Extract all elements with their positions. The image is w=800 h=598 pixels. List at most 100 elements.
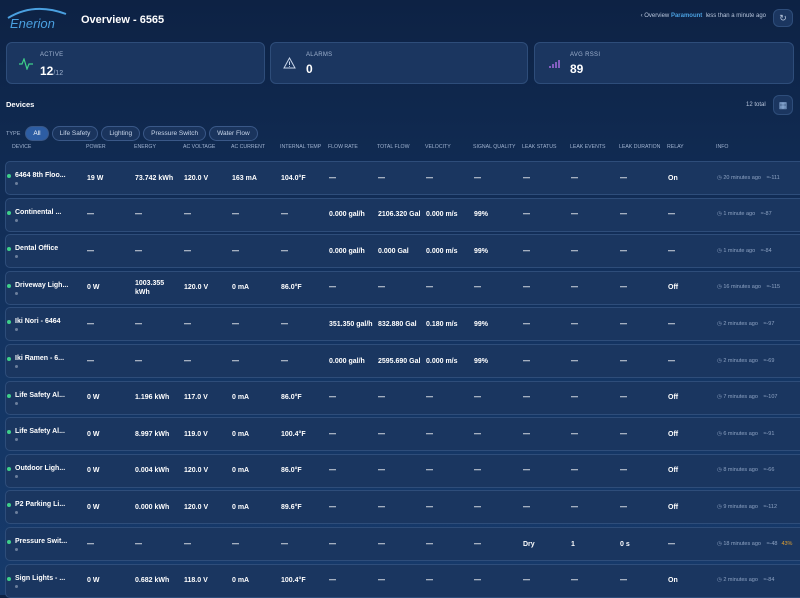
device-name: Continental ... xyxy=(15,208,62,216)
cell: — xyxy=(523,394,530,402)
rssi: -84 xyxy=(763,247,772,254)
cell: — xyxy=(329,540,336,548)
device-row[interactable]: Pressure Swit... — — — — — — — — — Dry 1 0 s — ◷ 18 mi… xyxy=(5,527,800,561)
cell: 0.000 Gal xyxy=(378,247,409,255)
cell: — xyxy=(378,394,385,402)
cell: — xyxy=(329,430,336,438)
status-dot xyxy=(7,283,11,288)
cell: — xyxy=(87,247,94,255)
cell: 120.0 V xyxy=(184,174,209,182)
cell: — xyxy=(474,577,481,585)
cell: 119.0 V xyxy=(184,430,208,438)
cell: 100.4°F xyxy=(281,577,306,585)
filter-chip[interactable]: Water Flow xyxy=(209,126,258,141)
cell: — xyxy=(571,284,578,292)
cell: — xyxy=(474,467,481,475)
cell: — xyxy=(329,577,336,585)
cell: — xyxy=(87,320,94,328)
cell: — xyxy=(474,503,481,511)
device-row[interactable]: 6464 8th Floo... 19 W 73.742 kWh 120.0 V 163… xyxy=(5,161,800,195)
clock-icon: ◷ xyxy=(717,247,724,254)
cell: 0.000 m/s xyxy=(426,211,458,219)
rssi: -91 xyxy=(766,430,775,437)
rssi: -69 xyxy=(766,357,775,364)
cell: — xyxy=(523,357,530,365)
cell: — xyxy=(474,394,481,402)
cell: — xyxy=(571,320,578,328)
device-name: Pressure Swit... xyxy=(15,538,68,545)
device-row[interactable]: Outdoor Ligh... 0 W 0.004 kWh 120.0 V 0 mA 86… xyxy=(5,453,800,488)
column-header: LEAK STATUS xyxy=(522,144,557,150)
filter-chip[interactable]: Pressure Switch xyxy=(143,126,207,141)
cell: — xyxy=(620,357,627,365)
cell: — xyxy=(232,247,239,255)
column-header: AC VOLTAGE xyxy=(183,144,216,150)
cell: — xyxy=(620,174,627,182)
last-seen: 7 minutes ago xyxy=(723,394,758,401)
cell: — xyxy=(474,540,481,548)
device-cell: Iki Ramen - 6... xyxy=(6,354,86,368)
info-cell: ◷ 7 minutes ago ≈-107 xyxy=(716,393,800,402)
last-seen: 1 minute ago xyxy=(723,247,756,254)
device-row[interactable]: Life Safety Al... 0 W 1.196 kWh 117.0 V 0 mA… xyxy=(5,380,800,415)
column-header: FLOW RATE xyxy=(328,144,358,150)
cell: — xyxy=(378,577,385,585)
device-row[interactable]: Sign Lights - ... 0 W 0.682 kWh 118.0 V 0 mA… xyxy=(5,563,800,598)
cell: — xyxy=(620,247,627,255)
refresh-button[interactable]: ↻ xyxy=(773,9,793,27)
cell: — xyxy=(281,211,288,219)
cell: — xyxy=(523,467,530,475)
device-row[interactable]: Life Safety Al... 0 W 8.997 kWh 119.0 V 0 mA… xyxy=(5,417,800,452)
column-header: LEAK EVENTS xyxy=(570,144,606,150)
last-seen: 9 minutes ago xyxy=(723,503,758,510)
cell: 0 W xyxy=(87,577,100,585)
clock-icon: ◷ xyxy=(717,540,724,547)
column-header: INTERNAL TEMP xyxy=(280,144,322,150)
filter-chip[interactable]: All xyxy=(25,126,49,141)
device-row[interactable]: Iki Nori - 6464 — — — — — 351.350 gal/h 832.880… xyxy=(5,307,800,342)
stat-label: ACTIVE xyxy=(40,52,64,58)
cell: 0 mA xyxy=(232,467,250,475)
cell: — xyxy=(329,284,336,292)
device-cell: Iki Nori - 6464 xyxy=(6,317,86,332)
cell: — xyxy=(620,394,627,402)
device-row[interactable]: Dental Office — — — — — 0.000 gal/h 0.000 Gal 0.… xyxy=(5,234,800,269)
device-name: Dental Office xyxy=(15,245,59,253)
cell: — xyxy=(184,540,191,548)
cell: — xyxy=(329,503,336,511)
signal-icon: ≈ xyxy=(759,211,764,218)
device-row[interactable]: P2 Parking Li... 0 W 0.000 kWh 120.0 V 0 mA 8… xyxy=(5,490,800,525)
device-row[interactable]: Iki Ramen - 6... — — — — — 0.000 gal/h 2595.690… xyxy=(5,344,800,378)
cell: — xyxy=(378,540,385,548)
cell: — xyxy=(426,577,433,585)
cell: 99% xyxy=(474,247,489,255)
device-row[interactable]: Continental ... — — — — — 0.000 gal/h 2106.320 … xyxy=(5,197,800,232)
cell: — xyxy=(571,430,578,438)
cell: 0 W xyxy=(87,430,100,438)
cell: — xyxy=(87,211,94,219)
cell: — xyxy=(474,430,481,438)
device-name: P2 Parking Li... xyxy=(15,501,66,509)
clock-icon: ◷ xyxy=(717,320,724,327)
cell: — xyxy=(620,284,627,292)
cell: — xyxy=(426,174,433,182)
info-cell: ◷ 8 minutes ago ≈-66 xyxy=(716,466,800,475)
status-dot xyxy=(7,540,11,544)
sub-dot xyxy=(15,218,18,222)
breadcrumb-parent[interactable]: Overview xyxy=(644,13,670,19)
sub-dot xyxy=(15,182,18,185)
signal-icon: ≈ xyxy=(761,394,767,401)
device-row[interactable]: Driveway Ligh... 0 W 1003.355 kWh 120.0 V 0 … xyxy=(5,270,800,305)
cell: 120.0 V xyxy=(184,284,209,292)
cell: — xyxy=(571,247,578,255)
device-name: Life Safety Al... xyxy=(15,428,65,436)
cell: — xyxy=(426,284,433,292)
filter-chip[interactable]: Lighting xyxy=(101,126,141,141)
sub-dot xyxy=(15,328,18,332)
view-toggle[interactable]: ▦ xyxy=(773,95,793,115)
cell: 351.350 gal/h xyxy=(329,320,373,328)
cell: 99% xyxy=(474,320,489,328)
clock-icon: ◷ xyxy=(717,577,724,584)
filter-chip[interactable]: Life Safety xyxy=(51,126,99,141)
last-seen: 1 minute ago xyxy=(723,211,756,218)
